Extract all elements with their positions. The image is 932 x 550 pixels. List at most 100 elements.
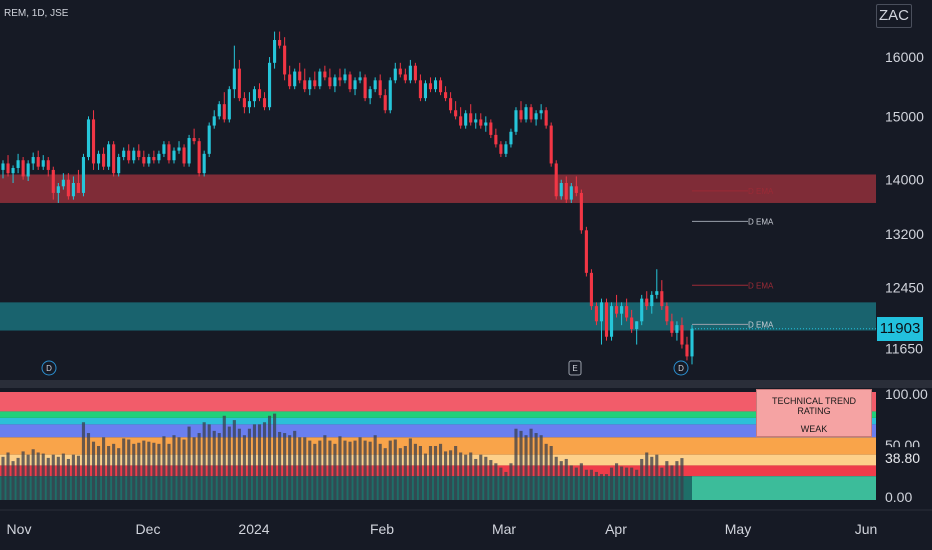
candle [137,150,141,158]
rating-bar [283,433,287,500]
candle [262,98,267,108]
event-marker-label: E [572,364,577,373]
candle [127,150,131,161]
rating-bar [6,452,10,500]
x-tick-label: Nov [7,521,32,537]
rating-bar [328,440,332,500]
trend-rating-box: TECHNICAL TREND RATING WEAK [756,389,872,437]
rating-bar [524,435,528,500]
rating-bar [137,442,141,500]
candle [514,110,518,132]
rating-bar [76,455,80,500]
candle [660,291,664,307]
candle [112,144,116,174]
y-tick-label: 16000 [885,49,924,65]
candle [524,107,528,120]
candle [438,80,443,93]
rating-bar [438,443,443,500]
candle [519,110,523,120]
rating-bar [16,457,20,500]
rating-bar [152,442,156,500]
candle [675,325,679,333]
candle [36,157,40,167]
rating-bar [117,448,121,500]
candle [182,147,186,164]
rating-bar [469,452,473,500]
candle [298,71,302,81]
candle [31,157,35,164]
candle [177,147,181,151]
rating-bar [569,465,573,500]
candle [584,230,588,273]
pane-divider [0,380,932,388]
candle [132,150,136,161]
candle [680,325,684,345]
rating-bar [247,428,251,500]
rating-bar [368,441,372,500]
x-tick-label: Dec [136,521,161,537]
candle [428,83,433,90]
candle [61,179,65,187]
candle [107,144,111,167]
candle [645,298,649,307]
candle [398,68,402,75]
rating-band [0,411,876,418]
symbol-title[interactable]: REM, 1D, JSE [4,8,69,19]
dividend-marker [41,360,57,376]
rating-bar [474,458,478,500]
rating-bar [428,446,433,500]
candle [559,182,563,197]
candle [393,68,397,81]
earnings-marker [568,360,582,376]
rating-band [0,417,876,425]
rating-band [0,437,876,455]
candle [318,71,322,87]
candle [283,45,287,75]
candle [187,138,191,164]
rating-bar [670,465,674,500]
last-price-label: 11903 [877,316,923,341]
rating-bar [96,446,101,500]
rating-bar [403,446,407,500]
rating-bar [494,463,498,500]
rating-bar [680,458,684,500]
candle [635,321,639,329]
y-tick-label: 12450 [885,279,924,295]
candle [152,157,156,161]
candle [509,131,513,145]
candle [323,71,327,78]
candle [604,302,609,337]
rating-bar [383,448,387,500]
rating-bar [66,458,70,500]
rating-bar [584,469,588,500]
currency-button[interactable]: ZAC [876,4,912,28]
candle [383,95,387,111]
zone-resistance [0,174,876,203]
rating-bar [102,437,106,500]
rating-bar [333,443,337,500]
candle [197,141,201,174]
candle [690,328,694,357]
rating-bar [222,415,226,500]
rating-bar [604,474,609,500]
rating-bar [665,461,669,500]
x-tick-label: Jun [855,521,878,537]
rating-bar [51,454,55,500]
candle [640,298,644,322]
candle [454,110,458,117]
rating-bar [167,443,171,500]
rating-bar [544,443,548,500]
candle [655,291,659,295]
rating-title: TECHNICAL TREND RATING [771,396,856,416]
rating-band [0,465,876,477]
x-tick-label: May [725,521,751,537]
rating-bar [162,436,166,500]
candle [6,163,10,174]
candle [328,77,332,87]
rating-bar [378,443,382,500]
rating-bar [11,461,15,500]
candle [373,80,377,90]
candle [212,116,216,126]
rating-bar [31,449,35,500]
